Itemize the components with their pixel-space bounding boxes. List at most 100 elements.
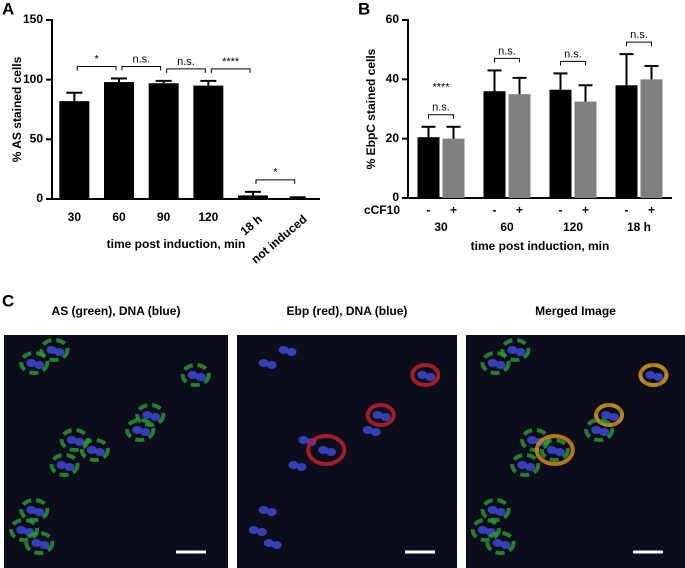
dna-stain	[288, 461, 299, 469]
significance-label: n.s.	[630, 29, 648, 41]
y-tick-label: 50	[30, 132, 44, 146]
significance-bracket	[626, 41, 652, 47]
bar	[549, 89, 572, 198]
dna-stain	[132, 426, 143, 434]
bar	[574, 101, 597, 198]
image-caption: Ebp (red), DNA (blue)	[287, 304, 408, 318]
dna-stain	[296, 463, 307, 471]
legend-label: +	[648, 203, 655, 217]
legend-label: +	[450, 203, 457, 217]
dna-stain	[417, 371, 428, 379]
significance-bracket	[255, 179, 296, 184]
cell-stain	[79, 438, 110, 462]
cell-stain	[19, 498, 50, 522]
dna-stain	[26, 359, 37, 367]
cell-stain	[125, 418, 156, 442]
significance-label: n.s.	[432, 102, 450, 114]
dna-stain	[26, 506, 37, 514]
panel-label: C	[2, 291, 14, 310]
dna-stain	[495, 361, 506, 369]
legend-label: -	[427, 203, 431, 217]
legend-label: +	[516, 203, 523, 217]
dna-stain	[64, 463, 75, 471]
cell-stain	[510, 453, 541, 477]
dna-stain	[195, 373, 206, 381]
y-axis-label: % EbpC stained cells	[364, 48, 378, 169]
x-tick-label: 120	[198, 210, 218, 224]
legend-label: -	[493, 203, 497, 217]
dna-stain	[487, 359, 498, 367]
legend-label: -	[559, 203, 563, 217]
significance-bracket	[166, 68, 206, 73]
cell-stain	[470, 518, 501, 542]
bar	[148, 83, 179, 199]
dna-stain	[609, 413, 620, 421]
cell-stain	[539, 438, 570, 462]
x-tick-label: 120	[563, 220, 583, 234]
y-tick-label: 60	[386, 12, 400, 26]
y-tick-label: 150	[23, 12, 43, 26]
dna-stain	[492, 539, 503, 547]
dna-stain	[278, 346, 289, 354]
bar	[483, 91, 506, 198]
dna-stain	[34, 508, 45, 516]
x-tick-label: 18 h	[238, 212, 265, 238]
y-tick-label: 0	[392, 190, 399, 204]
dna-stain	[507, 346, 518, 354]
dna-stain	[500, 541, 511, 549]
y-tick-label: 0	[36, 191, 43, 205]
dna-stain	[515, 348, 526, 356]
cell-stain	[480, 351, 511, 375]
dna-stain	[370, 428, 381, 436]
dna-stain	[187, 371, 198, 379]
image-caption: Merged Image	[535, 304, 616, 318]
dna-stain	[286, 348, 297, 356]
dna-stain	[56, 461, 67, 469]
bar	[417, 137, 440, 198]
y-tick-label: 40	[386, 72, 400, 86]
dna-stain	[31, 539, 42, 547]
significance-label: n.s.	[132, 53, 150, 65]
dna-stain	[256, 528, 267, 536]
panel-label: A	[2, 0, 14, 18]
x-tick-label: 60	[112, 210, 126, 224]
dna-stain	[318, 446, 329, 454]
dna-stain	[653, 373, 664, 381]
significance-bracket	[76, 65, 117, 71]
cell-stain	[135, 403, 166, 427]
cell-stain	[584, 418, 615, 442]
micrograph	[237, 335, 457, 568]
significance-bracket	[494, 57, 520, 63]
cell-stain	[306, 434, 347, 466]
cell-stain	[39, 338, 70, 362]
x-tick-label: 60	[500, 220, 514, 234]
cell-stain	[180, 363, 211, 387]
dna-stain	[517, 461, 528, 469]
cell-stain	[638, 363, 669, 387]
dna-stain	[271, 541, 282, 549]
dna-stain	[645, 371, 656, 379]
dna-stain	[150, 413, 161, 421]
dna-stain	[16, 526, 27, 534]
dna-stain	[258, 359, 269, 367]
dna-stain	[298, 436, 309, 444]
dna-stain	[487, 506, 498, 514]
dna-stain	[601, 411, 612, 419]
bar	[104, 82, 134, 199]
dna-stain	[525, 463, 536, 471]
cell-stain	[594, 403, 625, 427]
significance-bracket	[560, 60, 586, 66]
dna-stain	[94, 448, 105, 456]
significance-bracket	[428, 114, 454, 119]
dna-stain	[554, 448, 565, 456]
image-caption: AS (green), DNA (blue)	[52, 304, 181, 318]
dna-stain	[425, 373, 436, 381]
legend-label: -	[625, 203, 629, 217]
x-tick-label: 90	[157, 210, 171, 224]
y-tick-label: 100	[23, 72, 43, 86]
dna-stain	[74, 438, 85, 446]
cell-stain	[19, 351, 50, 375]
cell-stain	[410, 363, 441, 387]
significance-bracket	[121, 65, 162, 71]
dna-stain	[258, 506, 269, 514]
